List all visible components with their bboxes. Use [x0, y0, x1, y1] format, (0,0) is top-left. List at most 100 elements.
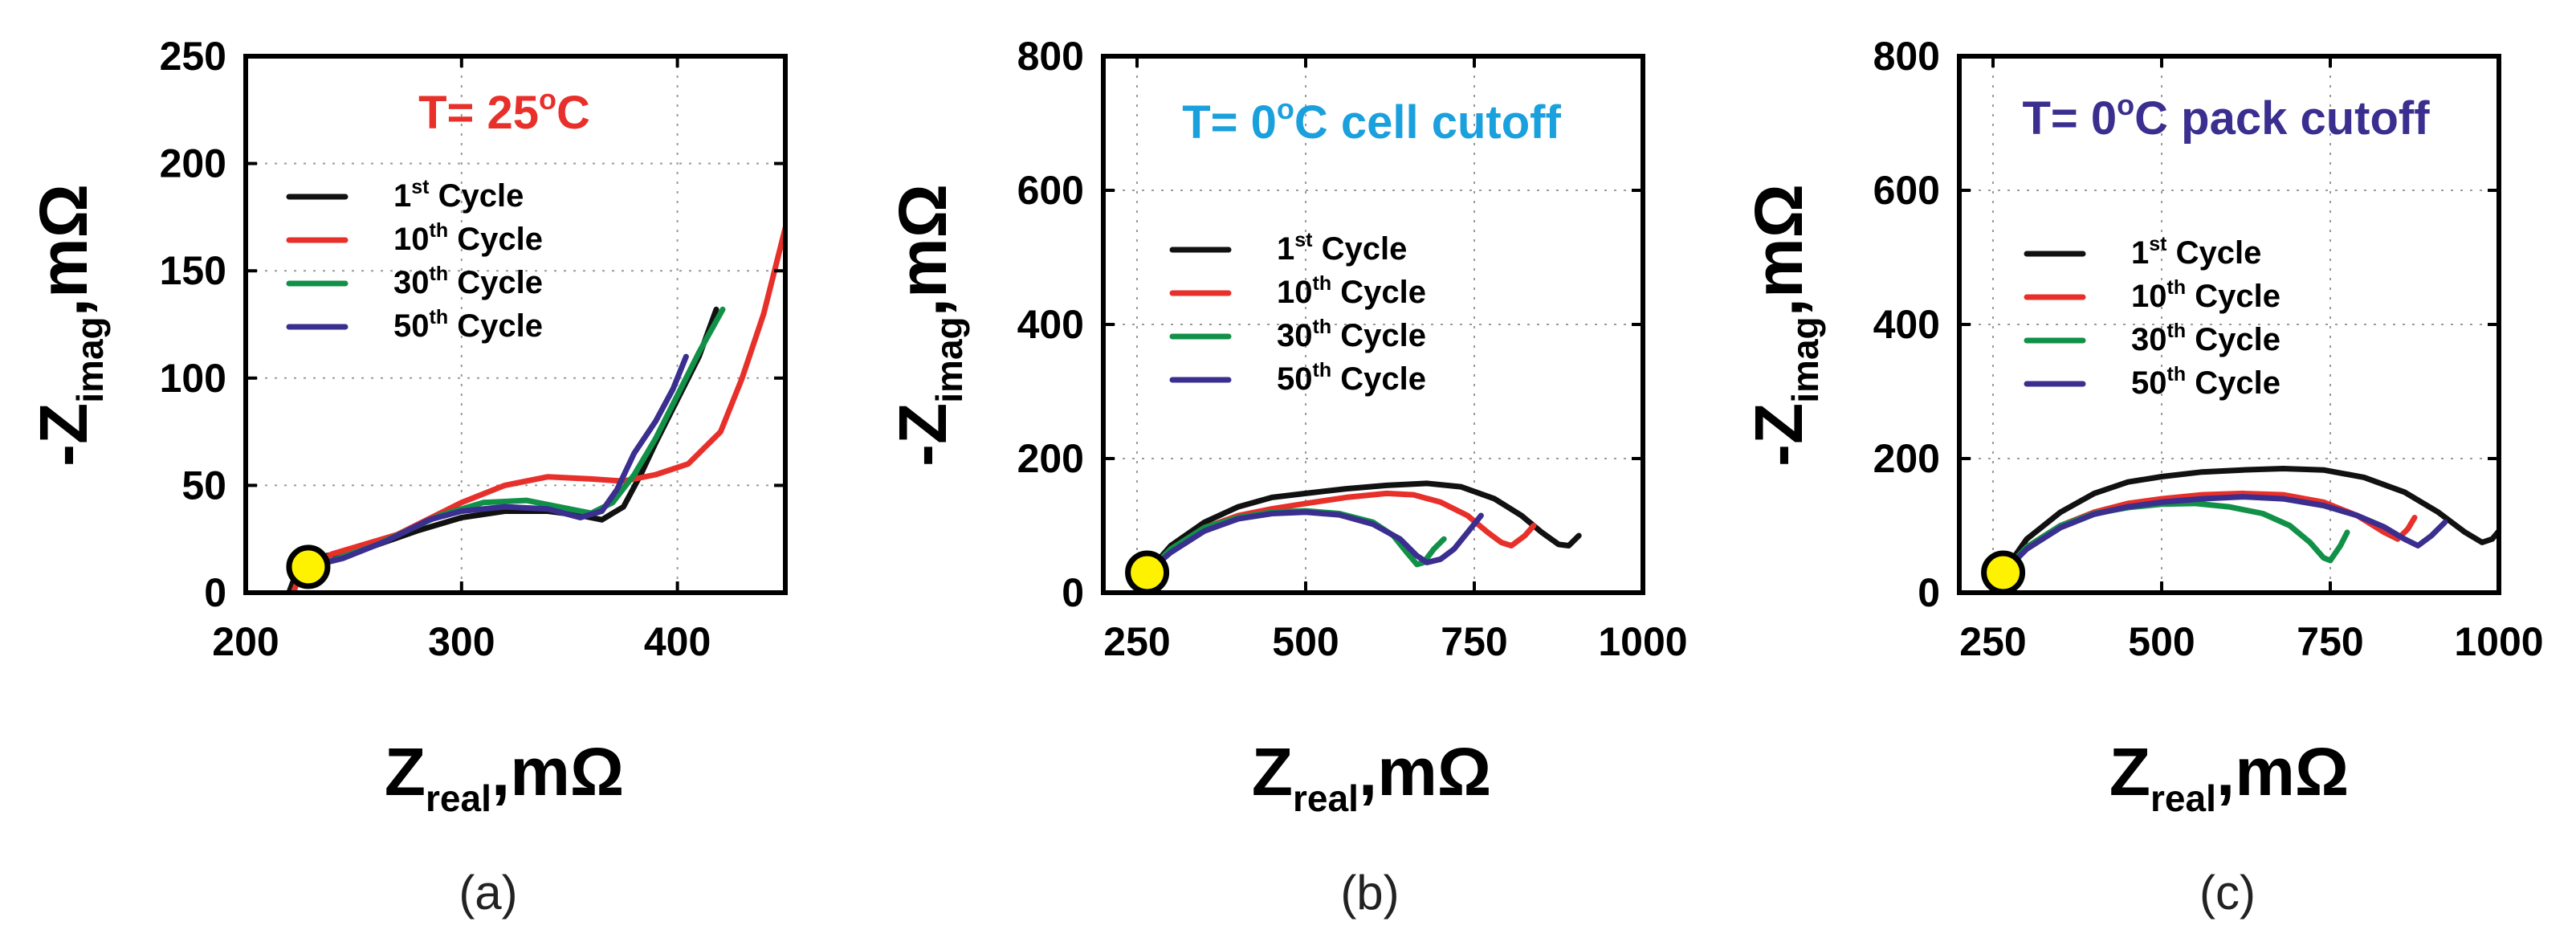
x-tick-label-c-750: 750: [2297, 619, 2363, 664]
y-tick-label-a-100: 100: [160, 356, 226, 401]
y-tick-label-a-200: 200: [160, 141, 226, 186]
series-line-a-10th: [290, 225, 785, 593]
y-tick-label-c-800: 800: [1873, 34, 1940, 79]
title-a-tail: C: [556, 87, 590, 139]
series-layer-c: [2000, 466, 2499, 576]
legend-entry-sup: th: [2167, 276, 2187, 299]
legend-entry-num: 1: [1277, 231, 1294, 267]
legend-entry-sup: th: [2167, 363, 2187, 385]
ylabel-b-tail: ,mΩ: [885, 184, 960, 316]
legend-entry-num: 50: [2131, 365, 2167, 401]
panel-b: 0 200 400 600 800 250 500 750 1000 T= 0oC cell …: [885, 34, 1688, 920]
series-line-b-50th: [1144, 509, 1484, 576]
legend-entry-c-0: 1st Cycle: [2131, 233, 2261, 271]
series-line-a-50th: [305, 353, 689, 570]
x-axis-label-c: Zreal,mΩ: [2109, 734, 2350, 819]
legend-entry-num: 10: [393, 222, 430, 257]
legend-entry-a-0: 1st Cycle: [393, 176, 524, 214]
legend-entry-num: 1: [393, 178, 411, 214]
title-c-tail: C pack cutoff: [2134, 92, 2430, 145]
caption-c: (c): [2199, 866, 2256, 920]
legend-entry-a-2: 30th Cycle: [393, 263, 543, 300]
plot-frame-a: [243, 54, 788, 595]
legend-entry-num: 30: [1277, 318, 1313, 353]
y-tick-label-c-600: 600: [1873, 168, 1940, 213]
x-tick-label-c-500: 500: [2128, 619, 2195, 664]
x-ticks-a: 200 300 400: [212, 56, 711, 664]
title-a-main: T= 25: [418, 87, 539, 139]
x-tick-label-b-1000: 1000: [1598, 619, 1687, 664]
y-tick-label-a-150: 150: [160, 248, 226, 293]
legend-entry-text: Cycle: [2186, 279, 2280, 314]
xlabel-b-main: Z: [1252, 734, 1293, 810]
ylabel-b-main: -Z: [885, 403, 960, 467]
legend-entry-a-3: 50th Cycle: [393, 306, 543, 344]
legend-entry-sup: st: [411, 176, 430, 198]
y-tick-label-b-0: 0: [1062, 570, 1084, 615]
legend-entry-sup: th: [2167, 320, 2187, 342]
caption-b: (b): [1340, 866, 1399, 920]
legend-entry-b-3: 50th Cycle: [1277, 359, 1426, 397]
legend-entry-num: 30: [393, 265, 430, 300]
legend-entry-sup: th: [430, 263, 449, 285]
legend-entry-num: 10: [2131, 279, 2167, 314]
x-tick-label-c-1000: 1000: [2454, 619, 2543, 664]
series-line-c-1st: [2000, 466, 2499, 576]
xlabel-c-tail: ,mΩ: [2216, 734, 2349, 810]
y-tick-label-a-0: 0: [204, 570, 226, 615]
title-b-tail: C cell cutoff: [1294, 96, 1562, 149]
xlabel-c-sub: real: [2150, 777, 2216, 819]
series-layer-b: [1144, 480, 1582, 576]
legend-entry-text: Cycle: [429, 178, 524, 214]
legend-entry-text: Cycle: [2166, 235, 2261, 271]
y-tick-label-b-800: 800: [1017, 34, 1084, 79]
ylabel-c-tail: ,mΩ: [1741, 184, 1816, 316]
x-axis-label-b: Zreal,mΩ: [1252, 734, 1492, 819]
chart-title-a: T= 25oC: [418, 83, 590, 139]
legend-entry-c-2: 30th Cycle: [2131, 320, 2280, 357]
xlabel-a-tail: ,mΩ: [491, 734, 624, 810]
ylabel-c-sub: imag: [1784, 316, 1826, 402]
series-line-c-50th: [2000, 494, 2448, 576]
legend-entry-text: Cycle: [448, 265, 543, 300]
legend-entry-text: Cycle: [448, 308, 543, 344]
x-tick-label-b-500: 500: [1272, 619, 1339, 664]
ylabel-b-sub: imag: [928, 316, 970, 402]
legend-entry-a-1: 10th Cycle: [393, 219, 543, 257]
x-tick-label-a-200: 200: [212, 619, 279, 664]
caption-a: (a): [459, 866, 517, 920]
title-c-main: T= 0: [2022, 92, 2117, 145]
legend-entry-text: Cycle: [2186, 365, 2280, 401]
start-marker-b: [1125, 550, 1170, 595]
x-axis-label-a: Zreal,mΩ: [385, 734, 625, 819]
title-b-sup: o: [1277, 92, 1294, 125]
title-a-sup: o: [539, 83, 556, 116]
legend-entry-text: Cycle: [448, 222, 543, 257]
x-tick-label-b-750: 750: [1441, 619, 1507, 664]
legend-entry-sup: th: [1313, 316, 1332, 338]
legend-entry-num: 30: [2131, 322, 2167, 357]
legend-entry-text: Cycle: [1331, 361, 1426, 397]
legend-entry-num: 50: [1277, 361, 1313, 397]
y-tick-label-b-200: 200: [1017, 436, 1084, 481]
legend-entry-sup: th: [1313, 359, 1332, 381]
grid-c: [1959, 56, 2499, 593]
ylabel-a-main: -Z: [26, 403, 101, 467]
xlabel-a-sub: real: [426, 777, 491, 819]
grid-b: [1103, 56, 1643, 593]
start-marker-a: [286, 544, 331, 589]
legend-entry-text: Cycle: [1331, 275, 1426, 310]
y-tick-label-c-200: 200: [1873, 436, 1940, 481]
legend-entry-num: 1: [2131, 235, 2149, 271]
legend-entry-num: 10: [1277, 275, 1313, 310]
x-tick-label-b-250: 250: [1103, 619, 1170, 664]
y-axis-label-b: -Zimag,mΩ: [885, 184, 970, 467]
legend-entry-sup: st: [1294, 229, 1313, 251]
legend-entry-sup: th: [430, 306, 449, 328]
legend-entry-sup: th: [1313, 272, 1332, 295]
series-layer-a: [286, 225, 785, 593]
